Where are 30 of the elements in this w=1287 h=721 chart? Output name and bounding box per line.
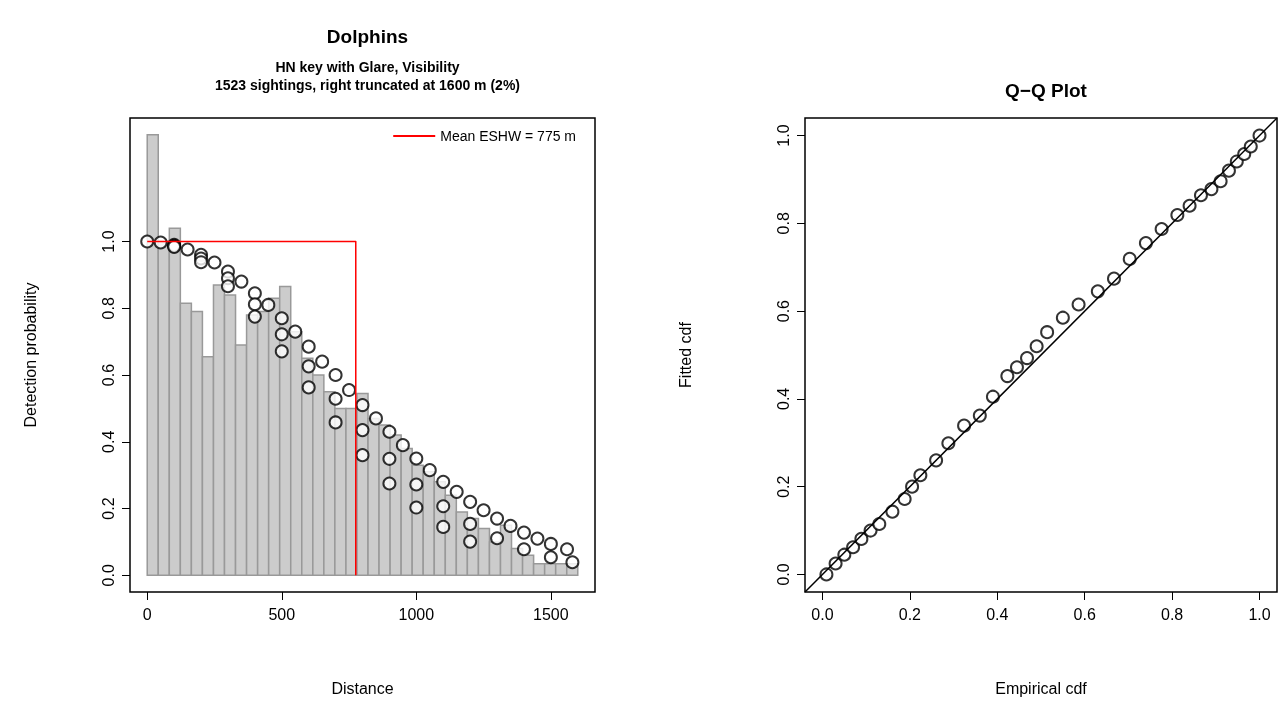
- x-tick-label: 0.6: [1073, 605, 1096, 623]
- y-tick-label: 0.2: [99, 497, 117, 520]
- chart-title: Dolphins: [326, 26, 409, 47]
- x-tick-label: 1.0: [1248, 605, 1271, 623]
- y-tick-label: 0.4: [774, 387, 792, 411]
- y-tick-label: 1.0: [99, 230, 117, 253]
- y-tick-label: 0.4: [99, 430, 117, 453]
- y-tick-label: 0.2: [774, 475, 792, 498]
- x-tick-label: 0: [142, 605, 152, 623]
- y-tick-label: 0.8: [774, 212, 792, 235]
- y-tick-label: 0.0: [774, 563, 792, 586]
- x-tick-label: 1500: [533, 605, 569, 623]
- x-tick-label: 1000: [398, 605, 435, 623]
- chart-subtitle: HN key with Glare, Visibility 1523 sightings, right truncated at 1600 m (2%): [215, 59, 520, 93]
- x-tick-label: 500: [268, 605, 296, 623]
- x-axis-title: Empirical cdf: [995, 679, 1088, 697]
- x-tick-label: 0.8: [1160, 605, 1184, 623]
- y-tick-label: 0.8: [99, 297, 117, 320]
- x-axis-title: Distance: [331, 679, 394, 697]
- x-tick-label: 0.2: [898, 605, 922, 623]
- y-tick-label: 1.0: [774, 124, 792, 147]
- y-tick-label: 0.0: [99, 564, 117, 587]
- legend-label: Mean ESHW = 775 m: [440, 128, 577, 144]
- y-axis-title: Detection probability: [21, 282, 39, 428]
- y-axis-title: Fitted cdf: [676, 321, 694, 388]
- x-tick-label: 0.0: [811, 605, 834, 623]
- y-tick-label: 0.6: [99, 363, 117, 387]
- chart-title: Q−Q Plot: [1005, 80, 1088, 101]
- x-tick-label: 0.4: [986, 605, 1009, 623]
- y-tick-label: 0.6: [774, 299, 792, 323]
